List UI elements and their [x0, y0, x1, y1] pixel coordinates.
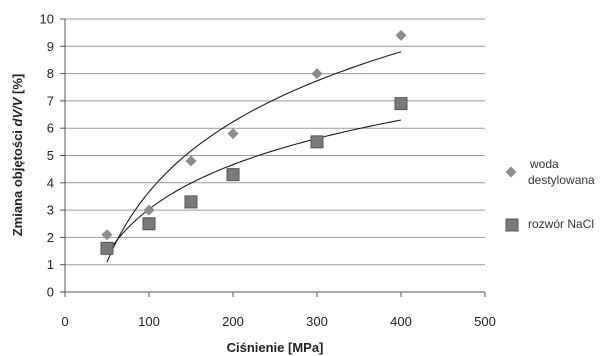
y-tick-label: 7 — [47, 93, 54, 108]
x-tick-label: 500 — [474, 314, 496, 329]
trendline-series-0 — [106, 51, 402, 263]
y-tick-label: 3 — [47, 203, 54, 218]
x-tick-label: 200 — [222, 314, 244, 329]
y-tick-label: 4 — [47, 175, 54, 190]
data-point-series-0 — [143, 204, 155, 216]
x-axis-title: Ciśnienie [MPa] — [227, 340, 324, 355]
legend-marker-0 — [505, 166, 517, 178]
y-tick-labels: 0 1 2 3 4 5 6 7 8 9 10 — [40, 12, 54, 300]
y-tick-label: 2 — [47, 230, 54, 245]
y-axis-title-unit: [%] — [10, 74, 25, 98]
data-point-series-0 — [185, 155, 197, 167]
data-point-series-0 — [311, 68, 323, 80]
data-point-series-1 — [226, 168, 240, 182]
y-tick-label: 10 — [40, 12, 54, 27]
legend-marker-1 — [505, 218, 519, 232]
y-tick-label: 8 — [47, 66, 54, 81]
axes — [60, 18, 486, 297]
trendlines — [106, 51, 402, 263]
legend-label-line: woda — [529, 157, 559, 171]
y-axis-title-main: Zmiana objętości — [10, 126, 25, 236]
data-point-series-1 — [142, 217, 156, 231]
legend-label-1: rozwór NaCl — [528, 217, 594, 231]
y-tick-label: 0 — [47, 285, 54, 300]
data-point-series-1 — [100, 241, 114, 255]
x-tick-label: 0 — [61, 314, 68, 329]
data-points — [100, 29, 408, 255]
y-tick-label: 9 — [47, 39, 54, 54]
legend-label-line: destylowana — [528, 173, 595, 187]
x-tick-label: 300 — [306, 314, 328, 329]
data-point-series-0 — [395, 29, 407, 41]
x-tick-label: 100 — [138, 314, 160, 329]
data-point-series-1 — [310, 135, 324, 149]
legend-label-line: rozwór NaCl — [528, 217, 594, 231]
data-point-series-1 — [184, 195, 198, 209]
data-point-series-1 — [394, 97, 408, 111]
y-tick-label: 5 — [47, 148, 54, 163]
data-point-series-0 — [101, 229, 113, 241]
x-tick-label: 400 — [390, 314, 412, 329]
y-axis-title-dvv: dV/V — [10, 96, 25, 126]
trendline-series-1 — [106, 119, 402, 255]
y-axis-title: Zmiana objętości dV/V [%] — [10, 74, 25, 237]
legend: woda destylowana rozwór NaCl — [505, 157, 595, 232]
y-tick-label: 6 — [47, 121, 54, 136]
data-point-series-0 — [227, 128, 239, 140]
x-tick-labels: 0 100 200 300 400 500 — [61, 314, 495, 329]
y-tick-label: 1 — [47, 257, 54, 272]
legend-label-0: woda destylowana — [528, 157, 595, 187]
